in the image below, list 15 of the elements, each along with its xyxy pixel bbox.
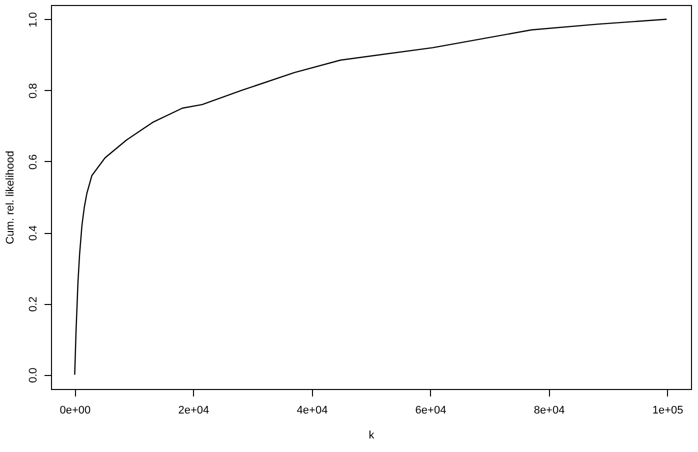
y-tick-label: 0.6 (28, 154, 40, 170)
x-tick-label: 1e+05 (652, 404, 684, 416)
x-tick-label: 2e+04 (178, 404, 210, 416)
x-tick-label: 8e+04 (534, 404, 565, 416)
x-tick-label: 6e+04 (415, 404, 446, 416)
y-tick-label: 0.0 (28, 368, 40, 383)
line-series (74, 18, 668, 376)
y-tick-label: 0.8 (28, 83, 40, 98)
x-axis-title: k (368, 430, 375, 442)
x-tick-label: 0e+00 (60, 404, 91, 416)
y-tick-label: 0.4 (28, 225, 40, 241)
y-tick-label: 0.2 (28, 296, 40, 312)
y-axis-title: Cum. rel. likelihood (4, 150, 16, 244)
x-tick-label: 4e+04 (296, 404, 328, 416)
y-tick-label: 1.0 (28, 12, 40, 28)
